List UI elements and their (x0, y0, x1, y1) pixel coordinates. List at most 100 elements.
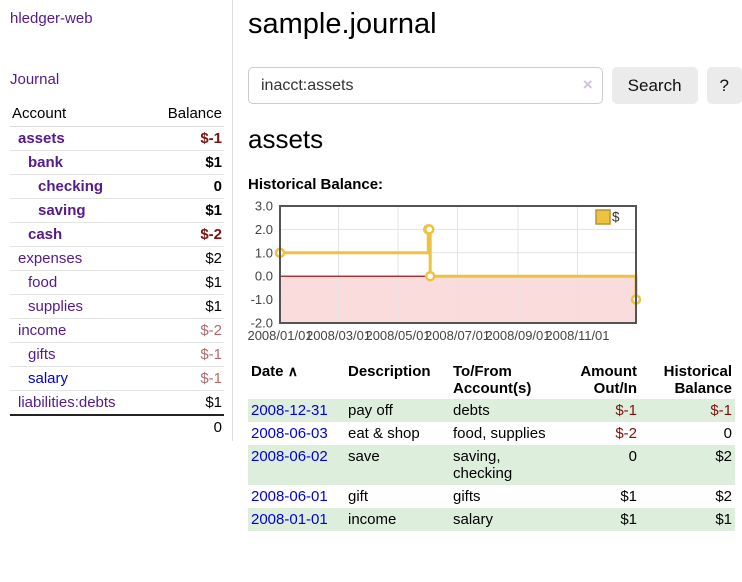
register-balance-cell: $2 (715, 448, 732, 465)
account-link[interactable]: supplies (28, 298, 84, 315)
sort-asc-icon: ∧ (287, 363, 298, 379)
register-amount-cell: $-1 (615, 402, 637, 419)
account-row: salary $-1 (10, 366, 224, 391)
account-name-cell: expenses (10, 246, 149, 271)
account-balance: $-2 (148, 222, 224, 247)
register-balance-cell: 0 (723, 425, 732, 442)
chart-title: Historical Balance: (248, 176, 384, 193)
register-amount-cell: $-2 (615, 425, 637, 442)
account-link[interactable]: salary (28, 370, 69, 387)
register-balance-cell: $1 (715, 511, 732, 528)
legend-swatch (595, 209, 611, 225)
account-link[interactable]: bank (28, 154, 64, 171)
account-name-cell: supplies (10, 294, 149, 319)
accounts-total-value: 0 (148, 414, 224, 439)
search-input[interactable] (248, 67, 603, 104)
register-tofrom-cell: salary (453, 511, 494, 528)
register-table: Date ∧ Description To/From Account(s) Am… (248, 361, 735, 531)
search-button[interactable]: Search (611, 67, 698, 104)
brand-link[interactable]: hledger-web (10, 10, 93, 27)
account-name-cell: liabilities:debts (10, 391, 149, 416)
clear-search-icon[interactable]: × (582, 75, 593, 94)
account-link[interactable]: cash (28, 226, 63, 243)
account-name-cell: saving (10, 198, 149, 223)
accounts-header-balance: Balance (148, 102, 224, 127)
x-axis-tick-label: 2008/03/01 (306, 328, 371, 343)
accounts-header-row: Account Balance (10, 102, 224, 127)
legend-label: $ (612, 210, 620, 225)
account-link[interactable]: saving (38, 202, 86, 219)
account-balance: 0 (148, 174, 224, 199)
account-balance: $1 (148, 270, 224, 295)
account-row: liabilities:debts $1 (10, 391, 224, 416)
register-header-date[interactable]: Date ∧ (251, 363, 298, 380)
x-axis-tick-label: 2008/05/01 (365, 328, 430, 343)
register-date-cell: 2008-06-02 (248, 445, 345, 485)
account-balance: $-1 (148, 366, 224, 391)
account-balance: $-1 (148, 126, 224, 151)
account-balance: $-2 (148, 318, 224, 343)
register-description-cell: save (348, 448, 380, 465)
register-header-amount: Amount Out/In (580, 363, 637, 397)
account-row: bank $1 (10, 150, 224, 175)
account-link[interactable]: liabilities:debts (18, 394, 116, 411)
register-row: 2008-06-01 gift gifts $1 $2 (248, 485, 735, 508)
account-balance: $2 (148, 246, 224, 271)
page-title: sample.journal (248, 8, 437, 40)
register-row: 2008-01-01 income salary $1 $1 (248, 508, 735, 531)
register-tofrom-cell: food, supplies (453, 425, 546, 442)
register-date-cell: 2008-06-01 (248, 485, 345, 508)
y-axis-tick-label: -1.0 (251, 292, 273, 307)
help-button[interactable]: ? (706, 67, 742, 104)
x-axis-tick-label: 2008/01/01 (247, 328, 312, 343)
transaction-date-link[interactable]: 2008-06-03 (251, 425, 328, 442)
x-axis-tick-label: 2008/09/01 (485, 328, 550, 343)
account-link[interactable]: food (28, 274, 58, 291)
register-amount-cell: 0 (628, 448, 637, 465)
accounts-total-spacer (10, 414, 149, 439)
register-header-tofrom: To/From Account(s) (453, 363, 532, 397)
register-amount-cell: $1 (620, 511, 637, 528)
account-name-cell: gifts (10, 342, 149, 367)
account-name-cell: bank (10, 150, 149, 175)
y-axis-tick-label: -2.0 (251, 316, 273, 331)
account-name-cell: food (10, 270, 149, 295)
sidebar-item-journal[interactable]: Journal (10, 71, 60, 88)
register-amount-cell: $1 (620, 488, 637, 505)
account-link[interactable]: gifts (28, 346, 56, 363)
account-row: checking 0 (10, 174, 224, 199)
transaction-date-link[interactable]: 2008-01-01 (251, 511, 328, 528)
x-axis-tick-label: 2008/07/01 (425, 328, 490, 343)
balance-chart-svg[interactable]: 3.0 2.0 1.0 0.0 -1.0 -2.02008/01/012008/03/01… (247, 199, 642, 345)
account-name-cell: assets (10, 126, 149, 151)
register-row: 2008-06-02 save saving, checking 0 $2 (248, 445, 735, 485)
account-link[interactable]: assets (18, 130, 65, 147)
account-name-cell: income (10, 318, 149, 343)
account-balance: $1 (148, 294, 224, 319)
sidebar: hledger-web Journal Account Balance asse… (0, 0, 233, 441)
transaction-date-link[interactable]: 2008-06-02 (251, 448, 328, 465)
x-axis-tick-label: 2008/11/01 (545, 328, 609, 343)
register-header-balance: Historical Balance (663, 363, 732, 397)
account-row: food $1 (10, 270, 224, 295)
register-header-row: Date ∧ Description To/From Account(s) Am… (248, 361, 735, 399)
transaction-date-link[interactable]: 2008-06-01 (251, 488, 328, 505)
transaction-date-link[interactable]: 2008-12-31 (251, 402, 328, 419)
data-point[interactable] (423, 224, 435, 235)
y-axis-tick-label: 1.0 (255, 245, 273, 260)
account-heading: assets (248, 124, 324, 154)
account-link[interactable]: income (18, 322, 67, 339)
account-row: gifts $-1 (10, 342, 224, 367)
account-row: supplies $1 (10, 294, 224, 319)
account-row: cash $-2 (10, 222, 224, 247)
register-date-cell: 2008-01-01 (248, 508, 345, 531)
register-date-cell: 2008-12-31 (248, 399, 345, 422)
accounts-header-account: Account (10, 102, 149, 127)
data-point[interactable] (424, 270, 436, 282)
historical-balance-chart[interactable]: 3.0 2.0 1.0 0.0 -1.0 -2.0 2008/01/01 2008/03/01… (247, 199, 742, 345)
y-axis-tick-label: 3.0 (255, 199, 273, 214)
account-row: income $-2 (10, 318, 224, 343)
y-axis-tick-label: 0.0 (255, 269, 273, 284)
account-link[interactable]: checking (38, 178, 104, 195)
account-link[interactable]: expenses (18, 250, 83, 267)
